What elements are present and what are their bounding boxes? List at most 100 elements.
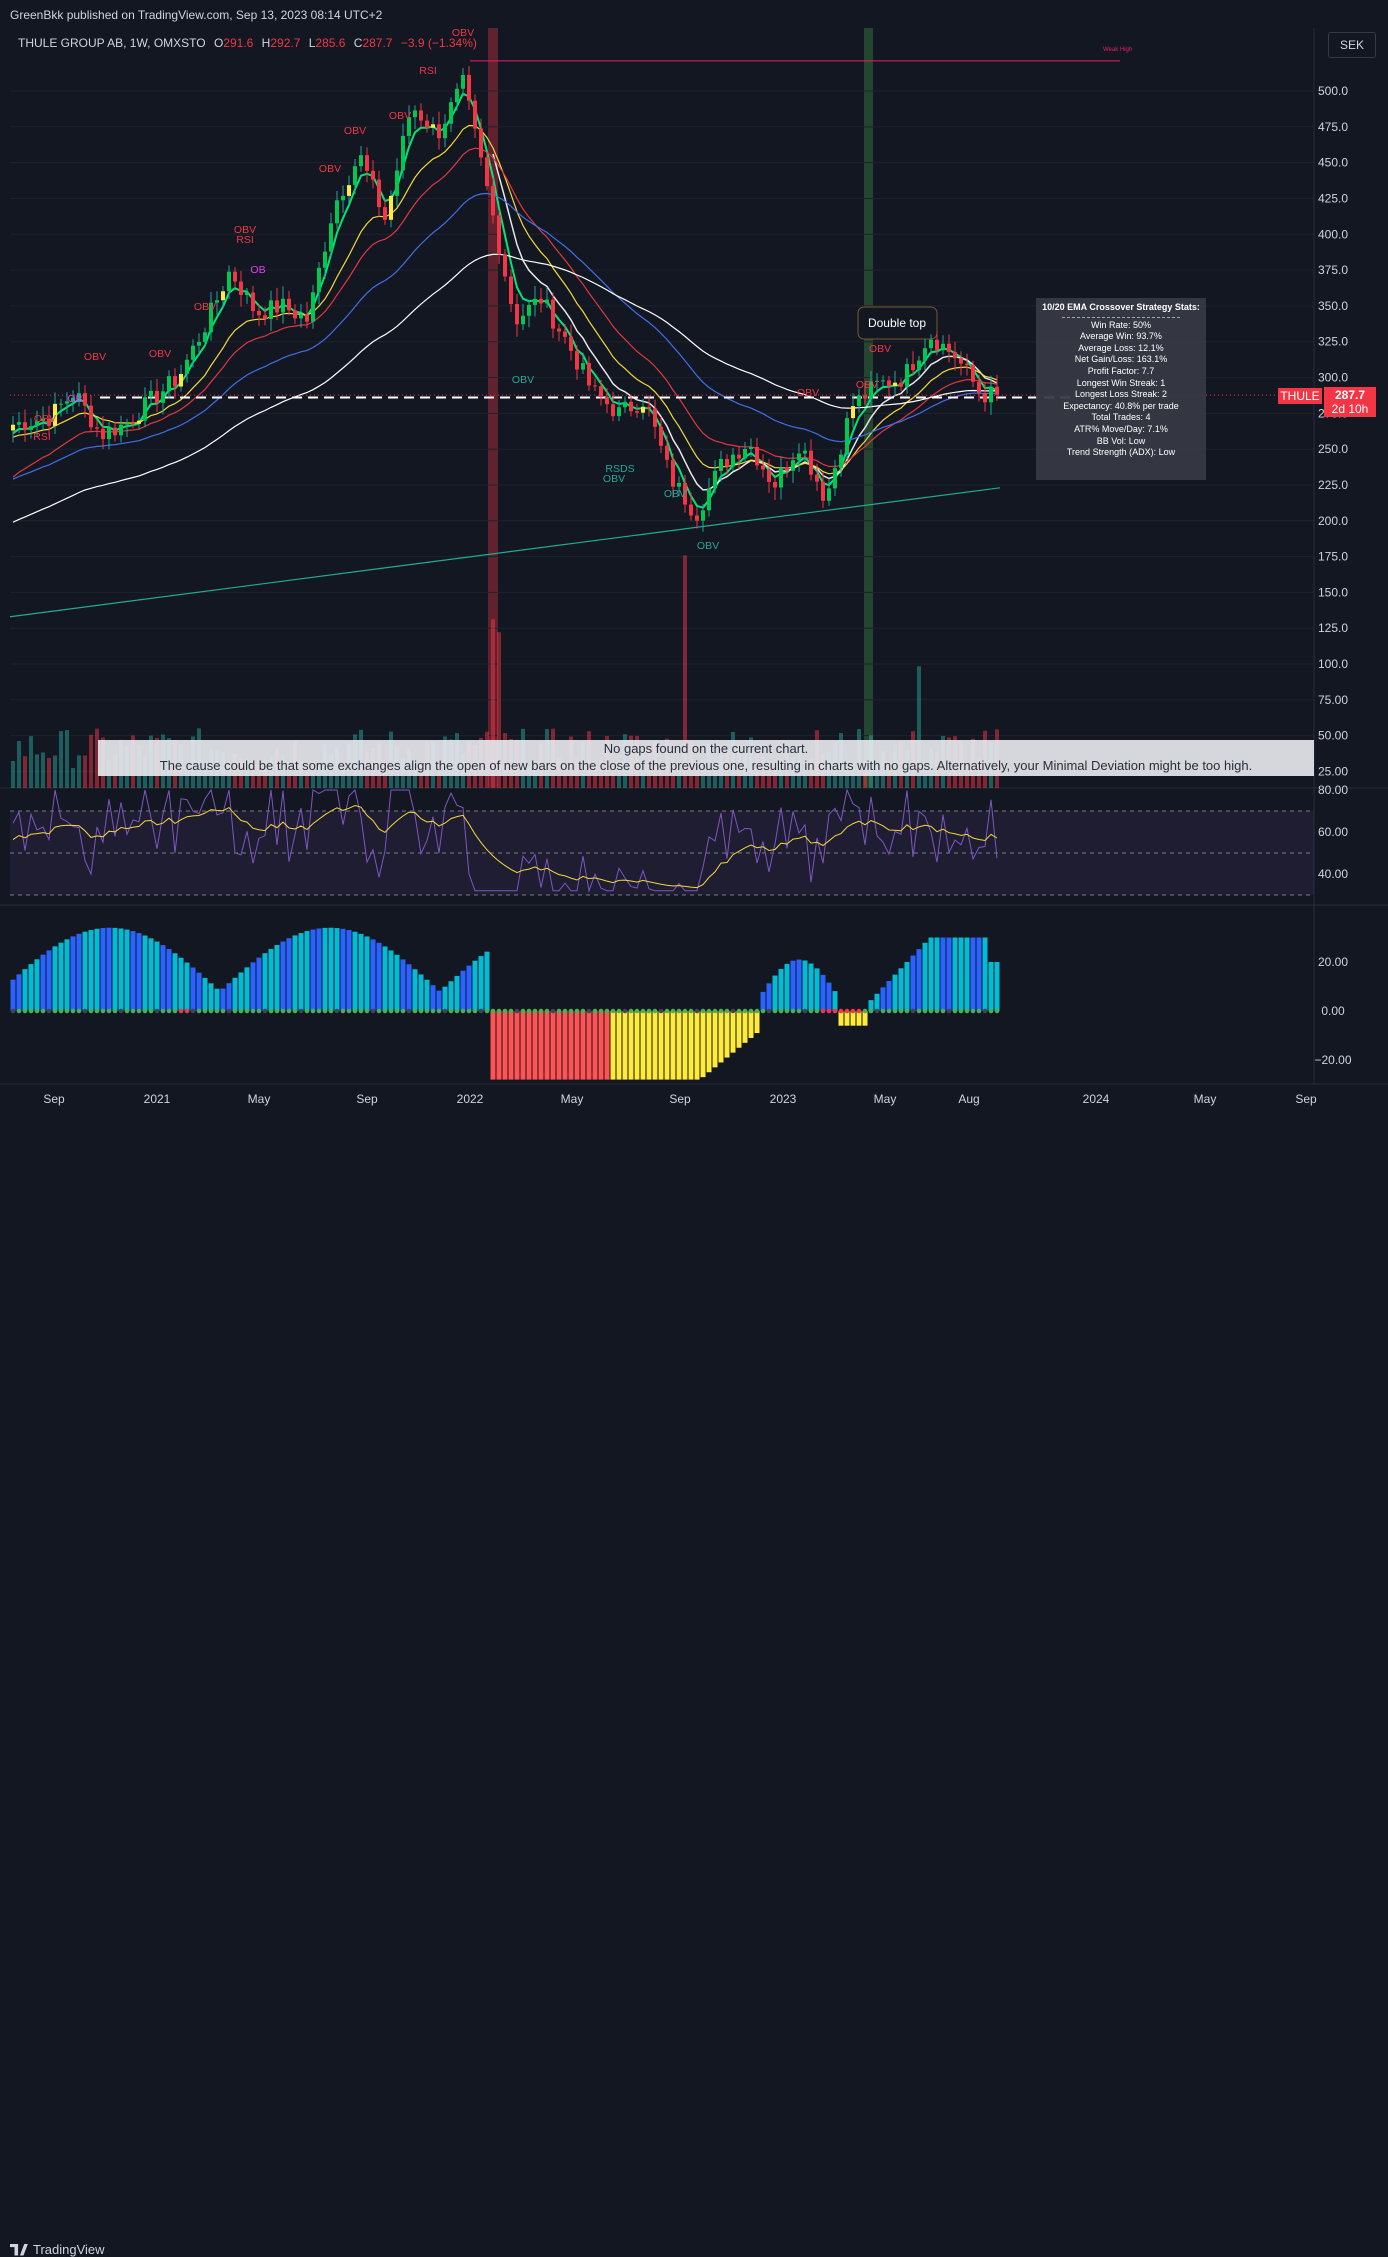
squeeze-dot xyxy=(928,1008,934,1014)
histogram-bar xyxy=(250,962,256,1011)
squeeze-dot xyxy=(328,1008,334,1014)
candle-body xyxy=(125,423,129,425)
histogram-bar xyxy=(274,945,280,1011)
ohlc-close: C287.7 xyxy=(353,36,393,50)
squeeze-dot xyxy=(238,1008,244,1014)
histogram-bar xyxy=(214,988,220,1011)
squeeze-dot xyxy=(838,1008,844,1014)
squeeze-dot xyxy=(502,1008,508,1014)
squeeze-dot xyxy=(952,1008,958,1014)
signal-label: OB xyxy=(250,264,265,276)
histogram-bar xyxy=(46,950,52,1011)
squeeze-dot xyxy=(550,1008,556,1014)
volume-bar xyxy=(305,765,309,788)
squeeze-dot xyxy=(226,1008,232,1014)
histogram-bar xyxy=(484,951,490,1011)
volume-bar xyxy=(341,764,345,788)
candle-body xyxy=(59,403,63,405)
volume-bar xyxy=(917,666,921,788)
volume-bar xyxy=(41,752,45,788)
signal-label: RSI xyxy=(33,431,51,443)
candle-body xyxy=(551,299,555,329)
squeeze-dot xyxy=(10,1008,16,1014)
candle-body xyxy=(443,123,447,139)
symbol-legend[interactable]: THULE GROUP AB, 1W, OMXSTO O291.6 H292.7… xyxy=(18,36,482,50)
histogram-bar xyxy=(70,936,76,1011)
histogram-bar xyxy=(910,955,916,1011)
candle-body xyxy=(935,339,939,351)
histogram-bar xyxy=(460,970,466,1011)
time-tick-label: May xyxy=(874,1092,897,1106)
stats-line: Trend Strength (ADX): Low xyxy=(1066,447,1176,458)
squeeze-dot xyxy=(580,1008,586,1014)
stats-line: Win Rate: 50% xyxy=(1090,319,1152,330)
squeeze-dot xyxy=(616,1008,622,1014)
squeeze-dot xyxy=(256,1008,262,1014)
candle-body xyxy=(875,380,879,382)
squeeze-dot xyxy=(958,1008,964,1014)
squeeze-dot xyxy=(754,1008,760,1014)
histogram-bar xyxy=(820,974,826,1011)
squeeze-dot xyxy=(508,1008,514,1014)
signal-label: OBV xyxy=(603,473,625,485)
squeeze-dot xyxy=(862,1008,868,1014)
histogram-bar xyxy=(322,927,328,1011)
candle-body xyxy=(179,373,183,387)
candle-body xyxy=(335,200,339,224)
histogram-bar xyxy=(598,1011,604,1080)
squeeze-dot xyxy=(232,1008,238,1014)
squeeze-dot xyxy=(904,1008,910,1014)
volume-bar xyxy=(185,766,189,788)
squeeze-dot xyxy=(880,1008,886,1014)
symbol-name[interactable]: THULE GROUP AB, 1W, OMXSTO xyxy=(18,36,206,50)
candle-body xyxy=(641,406,645,413)
candle-body xyxy=(473,100,477,129)
candle-body xyxy=(821,481,825,501)
squeeze-dot xyxy=(82,1008,88,1014)
price-tick-label: 375.0 xyxy=(1318,263,1348,277)
candle-body xyxy=(887,380,891,387)
candle-body xyxy=(827,488,831,501)
squeeze-dot xyxy=(400,1008,406,1014)
candle-body xyxy=(293,310,297,319)
squeeze-dot xyxy=(814,1008,820,1014)
candle-body xyxy=(35,421,39,427)
currency-button[interactable]: SEK xyxy=(1328,32,1376,58)
histogram-bar xyxy=(436,990,442,1011)
squeeze-dot xyxy=(130,1008,136,1014)
ohlc-change: −3.9 (−1.34%) xyxy=(400,36,477,50)
candle-body xyxy=(299,314,303,319)
signal-label: OBV xyxy=(234,224,256,236)
histogram-bar xyxy=(640,1011,646,1080)
tradingview-logo[interactable]: TradingView xyxy=(10,2242,105,2257)
last-price-tag: 287.7 2d 10h xyxy=(1324,387,1376,417)
histogram-bar xyxy=(40,954,46,1011)
histogram-bar xyxy=(256,957,262,1011)
histogram-bar xyxy=(22,969,28,1011)
candle-body xyxy=(95,427,99,429)
squeeze-dot xyxy=(586,1008,592,1014)
candle-body xyxy=(971,365,975,382)
volume-bar xyxy=(563,765,567,788)
ema-100-line xyxy=(12,147,998,478)
histogram-bar xyxy=(952,937,958,1011)
squeeze-dot xyxy=(670,1008,676,1014)
candle-body xyxy=(311,292,315,322)
histogram-bar xyxy=(172,953,178,1011)
squeeze-dot xyxy=(346,1008,352,1014)
candle-body xyxy=(677,482,681,487)
histogram-bar xyxy=(244,967,250,1011)
squeeze-dot xyxy=(526,1008,532,1014)
volume-bar xyxy=(527,767,531,788)
histogram-bar xyxy=(760,991,766,1011)
candle-body xyxy=(407,117,411,136)
candle-body xyxy=(119,424,123,436)
histogram-bar xyxy=(802,960,808,1011)
price-tick-label: 300.0 xyxy=(1318,371,1348,385)
bar-countdown: 2d 10h xyxy=(1331,402,1369,416)
squeeze-dot xyxy=(136,1008,142,1014)
squeeze-dot xyxy=(430,1008,436,1014)
candle-body xyxy=(71,397,75,402)
squeeze-dot xyxy=(856,1008,862,1014)
